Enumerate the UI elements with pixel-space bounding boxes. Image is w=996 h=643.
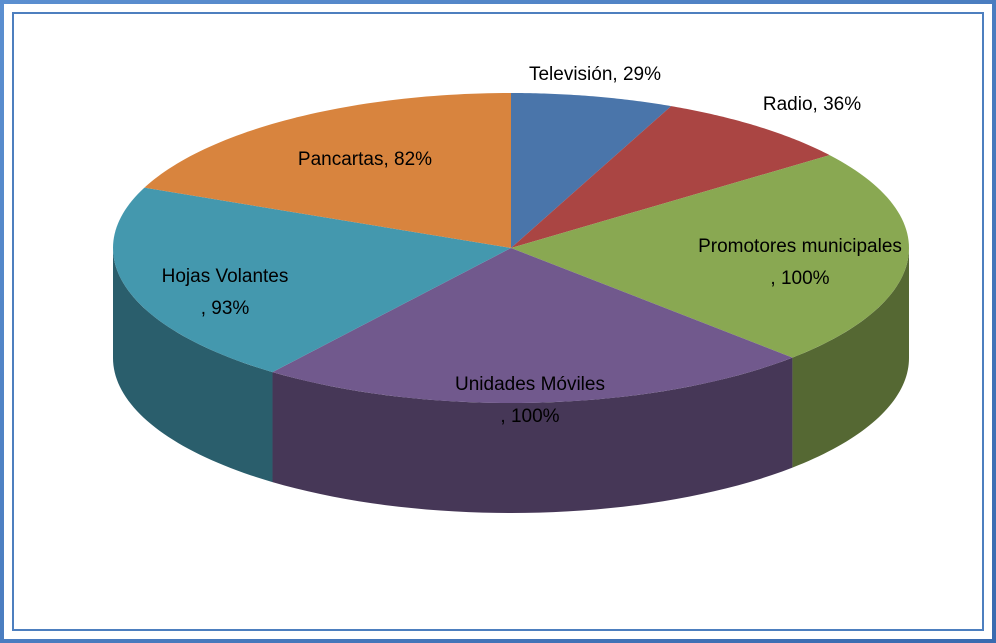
value-label: , 29% bbox=[612, 64, 661, 85]
value-label: , 93% bbox=[201, 298, 250, 319]
slice bbox=[511, 106, 830, 249]
slice bbox=[113, 187, 512, 373]
value-label: , 82% bbox=[383, 149, 432, 170]
value-label: , 100% bbox=[770, 268, 829, 289]
data-label: Pancartas, 82% bbox=[298, 149, 432, 170]
value-label: , 100% bbox=[500, 406, 559, 427]
data-label: Televisión, 29% bbox=[529, 64, 661, 85]
slice-side bbox=[792, 248, 909, 468]
slice-side bbox=[272, 357, 793, 513]
slice bbox=[144, 93, 511, 248]
slice bbox=[272, 248, 793, 403]
value-label: , 36% bbox=[813, 94, 862, 115]
category-label: Promotores municipales bbox=[698, 236, 902, 257]
category-label: Hojas Volantes bbox=[162, 266, 289, 287]
category-label: Radio bbox=[763, 94, 813, 115]
category-label: Televisión bbox=[529, 64, 612, 85]
slice bbox=[511, 155, 909, 358]
category-label: Unidades Móviles bbox=[455, 374, 605, 395]
slice bbox=[511, 93, 672, 248]
category-label: Pancartas bbox=[298, 149, 384, 170]
data-label: Radio, 36% bbox=[763, 94, 861, 115]
slice-side bbox=[113, 248, 273, 483]
pie: Televisión, 29% Radio, 36% Promotores muni… bbox=[113, 64, 909, 513]
